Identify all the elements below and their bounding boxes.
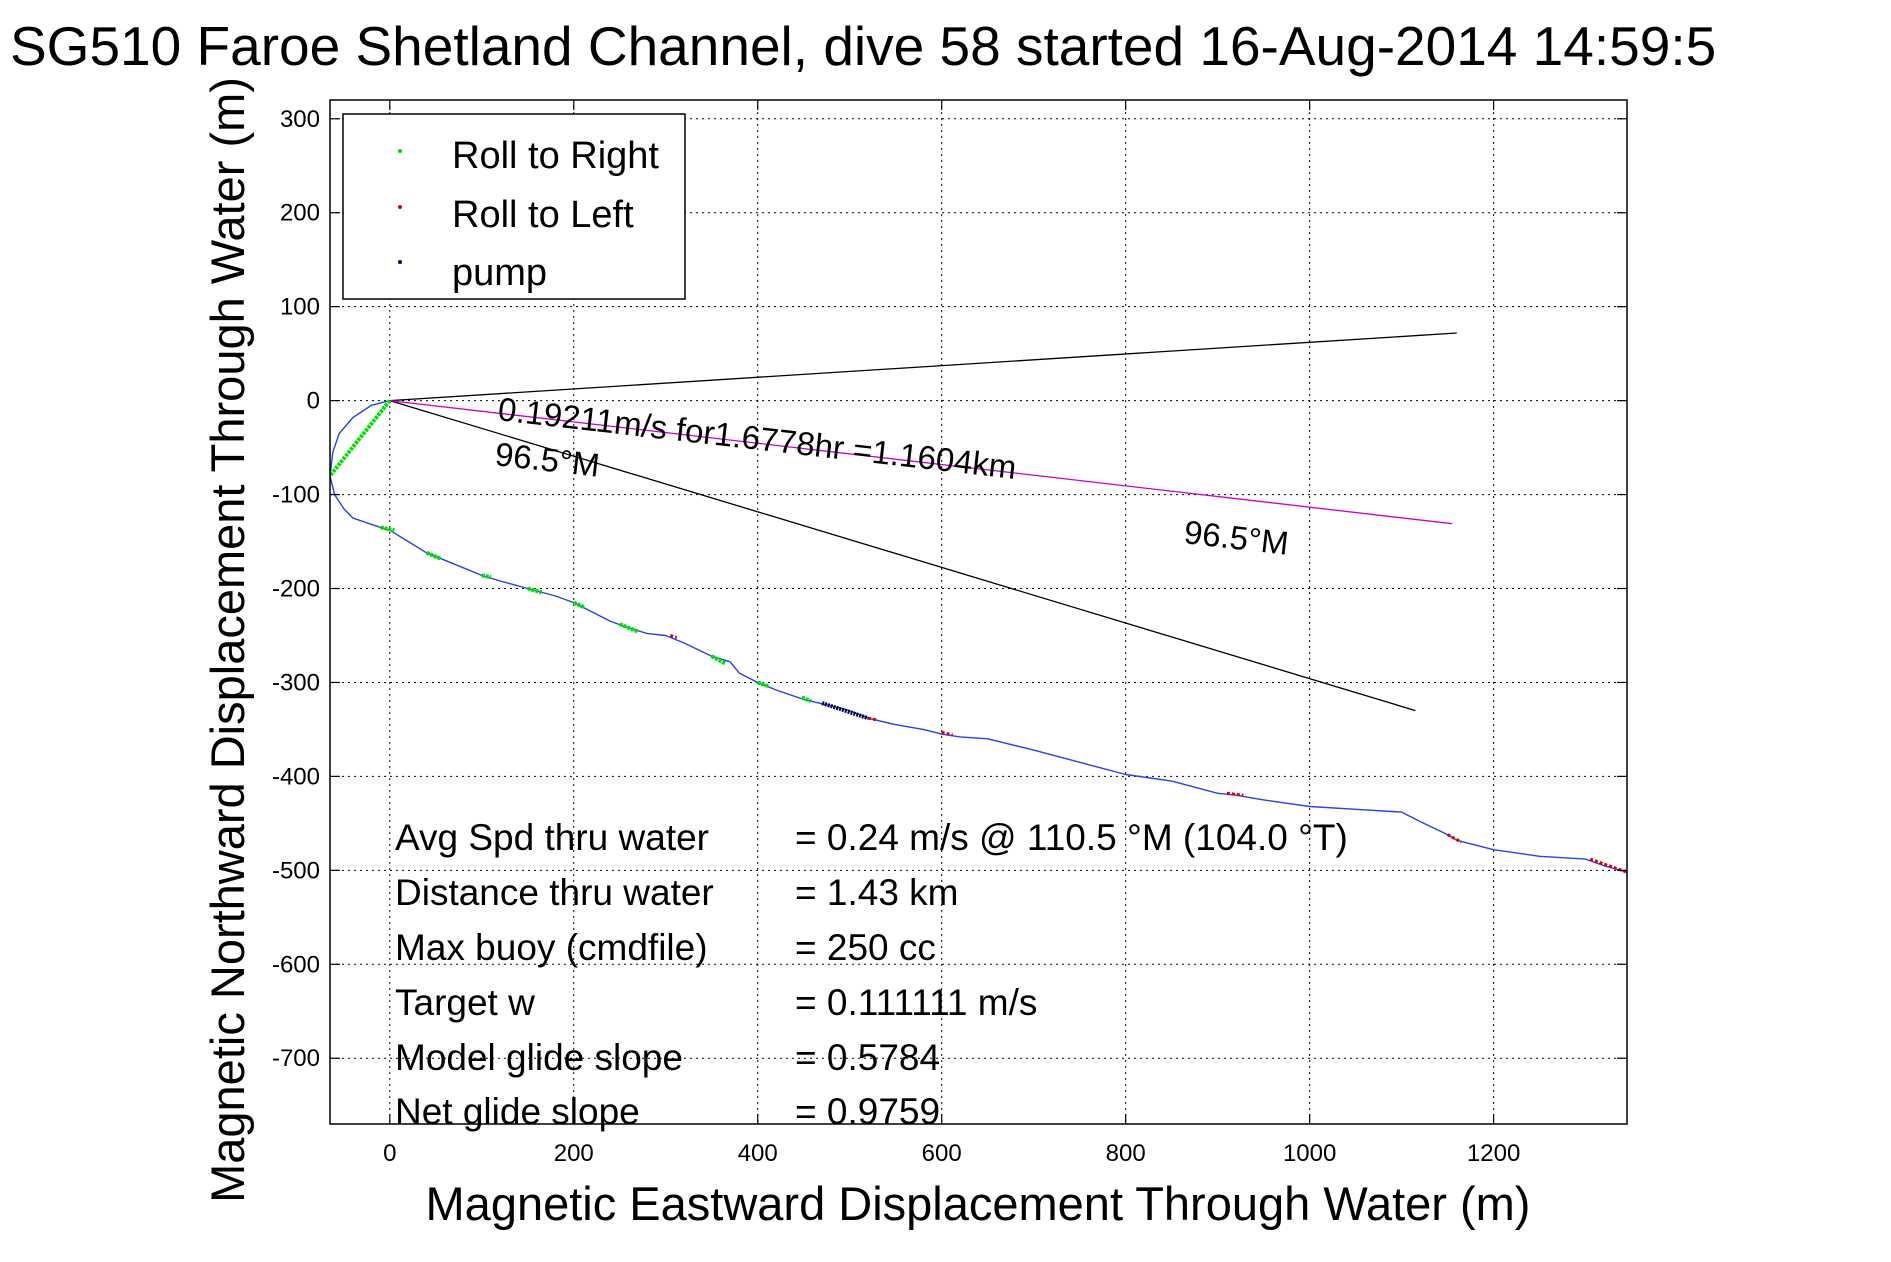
x-tick-label: 400 bbox=[738, 1140, 778, 1167]
track-layer bbox=[330, 399, 1627, 873]
roll-left-segment bbox=[941, 730, 954, 737]
stat-value-avg-speed: = 0.24 m/s @ 110.5 °M (104.0 °T) bbox=[795, 817, 1348, 858]
roll-right-segment bbox=[481, 573, 492, 580]
stat-value-target-w: = 0.111111 m/s bbox=[795, 982, 1037, 1023]
y-tick-label: -300 bbox=[272, 669, 320, 696]
legend-marker-pump bbox=[398, 260, 402, 264]
roll-right-segment bbox=[380, 525, 395, 533]
reference-lines bbox=[389, 332, 1457, 712]
stat-value-distance: = 1.43 km bbox=[795, 872, 959, 913]
reference-line bbox=[389, 332, 1457, 402]
x-tick-label: 1200 bbox=[1467, 1140, 1520, 1167]
roll-left-segment bbox=[1226, 791, 1244, 797]
y-tick-label: 200 bbox=[280, 200, 320, 227]
y-tick-label: 0 bbox=[307, 388, 320, 415]
y-tick-label: 100 bbox=[280, 294, 320, 321]
y-tick-label: -500 bbox=[272, 857, 320, 884]
y-tick-label: -700 bbox=[272, 1045, 320, 1072]
reference-line bbox=[389, 399, 1416, 712]
legend-label-roll-right: Roll to Right bbox=[452, 135, 659, 177]
roll-right-segment bbox=[330, 399, 392, 478]
pump-segment bbox=[821, 701, 869, 721]
plot-frame bbox=[329, 99, 1628, 1125]
glider-track-line bbox=[330, 399, 1627, 873]
reference-line bbox=[389, 399, 1453, 525]
stat-label-avg-speed: Avg Spd thru water bbox=[395, 817, 709, 858]
legend-label-pump: pump bbox=[452, 252, 547, 294]
y-tick-label: -100 bbox=[272, 482, 320, 509]
stat-value-net-glide: = 0.9759 bbox=[795, 1091, 940, 1132]
roll-right-segment bbox=[801, 695, 812, 704]
stat-label-max-buoy: Max buoy (cmdfile) bbox=[395, 927, 708, 968]
stat-label-net-glide: Net glide slope bbox=[395, 1091, 640, 1132]
roll-right-segment bbox=[619, 622, 639, 634]
legend-marker-roll-left bbox=[398, 205, 402, 209]
y-tick-label: -200 bbox=[272, 576, 320, 603]
stat-label-distance: Distance thru water bbox=[395, 872, 714, 913]
stat-value-max-buoy: = 250 cc bbox=[795, 927, 936, 968]
stats-block: Avg Spd thru water = 0.24 m/s @ 110.5 °M… bbox=[395, 817, 1348, 1132]
roll-right-segment bbox=[573, 600, 586, 610]
y-axis-label: Magnetic Northward Displacement Through … bbox=[201, 77, 254, 1203]
axis-ticks: 0 200 400 600 800 1000 12003002001000-100-200-… bbox=[272, 100, 1627, 1167]
legend-label-roll-left: Roll to Left bbox=[452, 194, 634, 236]
legend-marker-roll-right bbox=[398, 149, 402, 153]
x-tick-label: 1000 bbox=[1283, 1140, 1336, 1167]
stat-value-model-glide: = 0.5784 bbox=[795, 1037, 940, 1078]
roll-left-segment bbox=[867, 716, 878, 722]
chart-title: SG510 Faroe Shetland Channel, dive 58 st… bbox=[10, 15, 1716, 77]
x-tick-label: 0 bbox=[383, 1140, 396, 1167]
roll-right-segment bbox=[710, 654, 727, 666]
legend: Roll to Right Roll to Left pump bbox=[342, 113, 686, 300]
x-tick-label: 600 bbox=[922, 1140, 962, 1167]
roll-left-segment bbox=[669, 634, 678, 639]
stat-label-model-glide: Model glide slope bbox=[395, 1037, 683, 1078]
stat-label-target-w: Target w bbox=[395, 982, 535, 1023]
y-tick-label: -600 bbox=[272, 951, 320, 978]
roll-right-segment bbox=[527, 586, 543, 595]
x-tick-label: 800 bbox=[1106, 1140, 1146, 1167]
roll-right-segment bbox=[425, 550, 442, 561]
y-tick-label: -400 bbox=[272, 763, 320, 790]
x-axis-label: Magnetic Eastward Displacement Through W… bbox=[426, 1177, 1531, 1230]
roll-right-segment bbox=[757, 680, 770, 689]
roll-left-segment bbox=[1446, 833, 1463, 844]
x-tick-label: 200 bbox=[554, 1140, 594, 1167]
y-tick-label: 300 bbox=[280, 106, 320, 133]
grid bbox=[330, 100, 1627, 1124]
